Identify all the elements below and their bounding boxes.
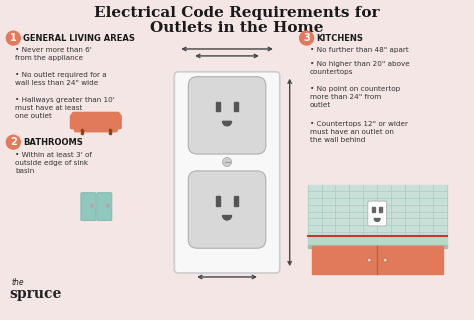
- FancyBboxPatch shape: [174, 72, 280, 273]
- Circle shape: [367, 258, 371, 262]
- Text: • Hallways greater than 10'
must have at least
one outlet: • Hallways greater than 10' must have at…: [15, 97, 115, 118]
- Circle shape: [6, 31, 20, 45]
- Text: spruce: spruce: [9, 287, 62, 301]
- Circle shape: [6, 135, 20, 149]
- Bar: [308, 245, 447, 248]
- Wedge shape: [223, 121, 231, 126]
- Bar: [109, 129, 111, 134]
- Circle shape: [91, 204, 93, 207]
- Bar: [234, 196, 238, 206]
- Circle shape: [300, 31, 313, 45]
- Bar: [308, 237, 447, 246]
- Bar: [234, 101, 238, 111]
- FancyBboxPatch shape: [72, 112, 120, 126]
- Bar: [81, 129, 83, 134]
- Text: • No higher than 20" above
countertops: • No higher than 20" above countertops: [310, 61, 410, 75]
- FancyBboxPatch shape: [368, 201, 387, 226]
- Bar: [308, 185, 447, 239]
- Text: the: the: [11, 278, 24, 287]
- Circle shape: [106, 204, 109, 207]
- FancyBboxPatch shape: [81, 193, 96, 220]
- Text: • No point on countertop
more than 24" from
outlet: • No point on countertop more than 24" f…: [310, 86, 400, 108]
- Text: • No further than 48" apart: • No further than 48" apart: [310, 47, 408, 53]
- Circle shape: [383, 258, 387, 262]
- Bar: [311, 246, 443, 274]
- FancyBboxPatch shape: [188, 171, 266, 248]
- Text: KITCHENS: KITCHENS: [317, 34, 364, 43]
- FancyBboxPatch shape: [71, 115, 80, 129]
- Text: 3: 3: [303, 33, 310, 43]
- Text: Electrical Code Requirements for: Electrical Code Requirements for: [94, 6, 380, 20]
- Text: • Within at least 3' of
outside edge of sink
basin: • Within at least 3' of outside edge of …: [15, 152, 92, 174]
- Circle shape: [223, 157, 231, 166]
- Text: 2: 2: [10, 137, 17, 147]
- Text: BATHROOMS: BATHROOMS: [23, 138, 83, 147]
- FancyBboxPatch shape: [97, 193, 112, 220]
- Text: 1: 1: [10, 33, 17, 43]
- Text: • No outlet required for a
wall less than 24" wide: • No outlet required for a wall less tha…: [15, 72, 107, 86]
- Wedge shape: [374, 219, 380, 221]
- FancyBboxPatch shape: [188, 77, 266, 154]
- Bar: [379, 207, 382, 212]
- Bar: [216, 196, 220, 206]
- Bar: [372, 207, 374, 212]
- Text: • Countertops 12" or wider
must have an outlet on
the wall behind: • Countertops 12" or wider must have an …: [310, 121, 408, 143]
- FancyBboxPatch shape: [74, 120, 117, 132]
- Text: GENERAL LIVING AREAS: GENERAL LIVING AREAS: [23, 34, 135, 43]
- FancyBboxPatch shape: [112, 115, 121, 129]
- Bar: [216, 101, 220, 111]
- Text: • Never more than 6'
from the appliance: • Never more than 6' from the appliance: [15, 47, 92, 61]
- Wedge shape: [223, 215, 231, 220]
- Text: Outlets in the Home: Outlets in the Home: [150, 21, 324, 35]
